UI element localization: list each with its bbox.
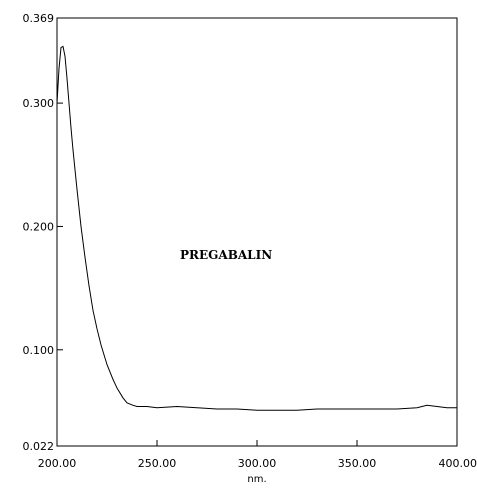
y-axis: 0.022 0.100 0.200 0.300 0.369 (23, 12, 63, 453)
y-tick-label: 0.100 (23, 344, 55, 357)
y-tick-label: 0.022 (23, 440, 55, 453)
absorbance-curve (56, 45, 457, 411)
x-tick-label: 300.00 (238, 457, 277, 470)
x-tick-label: 350.00 (338, 457, 377, 470)
y-tick-label: 0.300 (23, 97, 55, 110)
x-axis-title: nm. (247, 474, 266, 485)
plot-frame (56, 17, 458, 447)
x-tick-label: 200.00 (38, 457, 77, 470)
y-tick-label: 0.369 (23, 12, 55, 25)
y-tick-label: 0.200 (23, 220, 55, 233)
x-tick-label: 400.00 (439, 457, 477, 470)
compound-label: PREGABALIN (180, 248, 272, 262)
x-axis: 200.00 250.00 300.00 350.00 400.00 (38, 440, 477, 470)
x-tick-label: 250.00 (138, 457, 177, 470)
